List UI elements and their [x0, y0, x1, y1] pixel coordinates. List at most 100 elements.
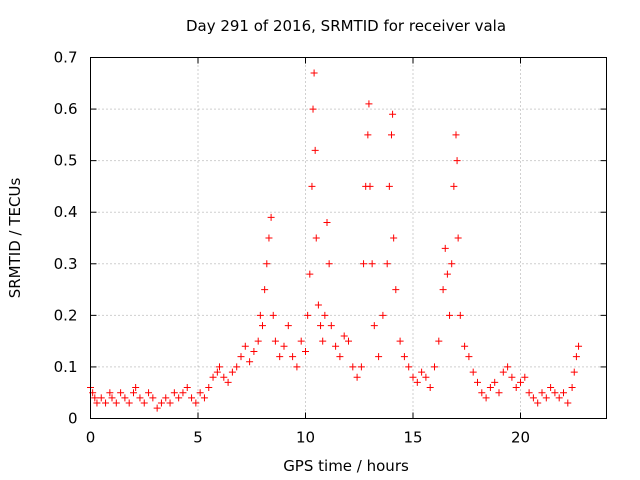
data-point: [233, 363, 241, 371]
data-point: [529, 394, 537, 402]
data-point: [360, 260, 368, 268]
data-point: [323, 219, 331, 227]
data-point: [196, 389, 204, 397]
axis-ticks: 0 0.1 0.2 0.3 0.4 0.5 0.6 0.7 0 5 10 15 20: [54, 49, 607, 447]
data-point: [465, 353, 473, 361]
data-point: [495, 389, 503, 397]
data-point: [216, 363, 223, 371]
data-point: [246, 358, 254, 366]
data-point: [345, 337, 352, 345]
y-tick-label: 0: [68, 410, 78, 428]
data-point: [166, 399, 174, 407]
data-point: [413, 378, 421, 386]
data-point: [297, 337, 305, 345]
data-point: [280, 342, 288, 350]
data-point: [575, 342, 583, 350]
data-point: [112, 399, 120, 407]
data-point: [192, 399, 200, 407]
data-point: [117, 389, 125, 397]
data-point: [309, 105, 317, 113]
data-point: [439, 286, 447, 294]
x-tick-label: 10: [296, 429, 315, 447]
data-point: [319, 337, 327, 345]
data-point: [213, 368, 221, 376]
y-tick-label: 0.1: [54, 358, 78, 376]
data-point: [340, 332, 348, 340]
data-point: [508, 373, 516, 381]
data-point: [547, 384, 555, 392]
y-tick-label: 0.4: [54, 203, 78, 221]
data-point: [97, 394, 105, 402]
data-point: [269, 311, 277, 319]
data-point: [474, 378, 481, 386]
data-point: [121, 394, 129, 402]
data-point: [306, 270, 314, 278]
data-point: [149, 394, 157, 402]
data-points: [87, 69, 583, 412]
x-tick-label: 20: [511, 429, 530, 447]
data-point: [389, 110, 397, 118]
data-point: [263, 260, 271, 268]
data-point: [551, 389, 559, 397]
y-tick-label: 0.6: [54, 100, 78, 118]
data-point: [525, 389, 533, 397]
data-point: [276, 353, 284, 361]
data-point: [317, 322, 325, 330]
data-point: [390, 234, 398, 242]
data-point: [170, 389, 178, 397]
x-tick-label: 15: [403, 429, 422, 447]
data-point: [396, 337, 404, 345]
data-point: [308, 182, 316, 190]
data-point: [469, 368, 477, 376]
data-point: [91, 394, 99, 402]
data-point: [289, 353, 297, 361]
data-point: [564, 399, 572, 407]
data-point: [261, 286, 269, 294]
data-point: [220, 373, 228, 381]
data-point: [441, 244, 449, 252]
data-point: [385, 182, 393, 190]
data-point: [228, 368, 236, 376]
data-point: [200, 394, 208, 402]
data-point: [400, 353, 408, 361]
data-point: [102, 399, 110, 407]
plot-frame: [90, 57, 607, 419]
data-point: [267, 213, 275, 221]
data-point: [353, 373, 361, 381]
data-point: [145, 389, 153, 397]
data-point: [153, 404, 161, 412]
data-point: [388, 131, 395, 139]
data-point: [271, 337, 279, 345]
y-tick-label: 0.2: [54, 306, 78, 324]
chart-title: Day 291 of 2016, SRMTID for receiver val…: [186, 17, 506, 35]
data-point: [302, 347, 309, 355]
data-point: [140, 399, 148, 407]
data-point: [106, 389, 114, 397]
data-point: [293, 363, 301, 371]
data-point: [175, 394, 183, 402]
data-point: [368, 260, 376, 268]
data-point: [179, 389, 187, 397]
data-point: [237, 353, 245, 361]
grid: [90, 57, 607, 419]
data-point: [327, 322, 335, 330]
data-point: [450, 182, 458, 190]
data-point: [136, 394, 144, 402]
data-point: [250, 347, 258, 355]
data-point: [314, 301, 322, 309]
data-point: [256, 311, 264, 319]
data-point: [205, 384, 213, 392]
data-point: [321, 311, 329, 319]
data-point: [224, 378, 232, 386]
data-point: [572, 353, 580, 361]
data-point: [162, 394, 170, 402]
data-point: [310, 69, 318, 77]
data-point: [379, 311, 387, 319]
data-point: [534, 399, 542, 407]
data-point: [209, 373, 217, 381]
data-point: [349, 363, 357, 371]
data-point: [478, 389, 486, 397]
data-point: [542, 394, 550, 402]
data-point: [499, 368, 507, 376]
